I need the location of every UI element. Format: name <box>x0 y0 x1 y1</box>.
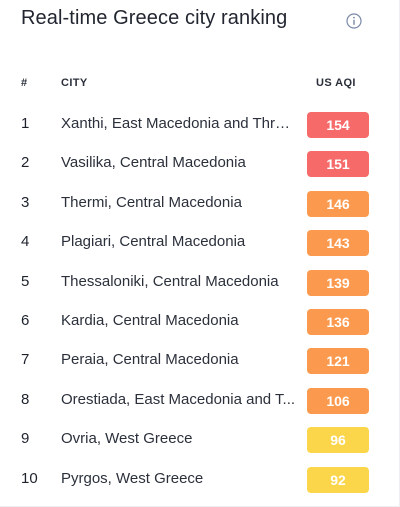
info-icon[interactable] <box>346 13 362 29</box>
table-row[interactable]: 10 Pyrgos, West Greece 92 <box>0 467 400 493</box>
table-row[interactable]: 8 Orestiada, East Macedonia and T... 106 <box>0 388 400 414</box>
aqi-badge: 143 <box>307 230 369 256</box>
city-link[interactable]: Pyrgos, West Greece <box>61 470 204 487</box>
aqi-badge: 139 <box>307 270 369 296</box>
card-title: Real-time Greece city ranking <box>21 7 288 29</box>
city-link[interactable]: Ovria, West Greece <box>61 430 193 447</box>
aqi-badge: 154 <box>307 112 369 138</box>
table-row[interactable]: 3 Thermi, Central Macedonia 146 <box>0 191 400 217</box>
city-link[interactable]: Plagiari, Central Macedonia <box>61 233 246 250</box>
city-link[interactable]: Orestiada, East Macedonia and T... <box>61 391 296 408</box>
city-link[interactable]: Kardia, Central Macedonia <box>61 312 239 329</box>
rank-cell: 5 <box>21 273 30 290</box>
table-row[interactable]: 5 Thessaloniki, Central Macedonia 139 <box>0 270 400 296</box>
aqi-badge: 146 <box>307 191 369 217</box>
rank-cell: 3 <box>21 194 30 211</box>
city-link[interactable]: Xanthi, East Macedonia and Thrace <box>61 115 298 132</box>
rank-cell: 2 <box>21 154 30 171</box>
rank-cell: 10 <box>21 470 38 487</box>
city-link[interactable]: Peraia, Central Macedonia <box>61 351 239 368</box>
aqi-badge: 96 <box>307 427 369 453</box>
city-link[interactable]: Thessaloniki, Central Macedonia <box>61 273 279 290</box>
aqi-badge: 121 <box>307 348 369 374</box>
rank-cell: 6 <box>21 312 30 329</box>
table-row[interactable]: 9 Ovria, West Greece 96 <box>0 427 400 453</box>
rank-cell: 9 <box>21 430 30 447</box>
aqi-badge: 151 <box>307 151 369 177</box>
aqi-badge: 136 <box>307 309 369 335</box>
city-link[interactable]: Thermi, Central Macedonia <box>61 194 242 211</box>
city-link[interactable]: Vasilika, Central Macedonia <box>61 154 246 171</box>
table-row[interactable]: 2 Vasilika, Central Macedonia 151 <box>0 151 400 177</box>
rank-cell: 8 <box>21 391 30 408</box>
rank-cell: 7 <box>21 351 30 368</box>
rank-cell: 1 <box>21 115 30 132</box>
aqi-badge: 92 <box>307 467 369 493</box>
table-row[interactable]: 1 Xanthi, East Macedonia and Thrace 154 <box>0 112 400 138</box>
table-row[interactable]: 6 Kardia, Central Macedonia 136 <box>0 309 400 335</box>
table-row[interactable]: 7 Peraia, Central Macedonia 121 <box>0 348 400 374</box>
rank-cell: 4 <box>21 233 30 250</box>
column-header-city[interactable]: CITY <box>61 77 88 89</box>
column-header-rank: # <box>21 77 28 89</box>
aqi-badge: 106 <box>307 388 369 414</box>
column-header-aqi[interactable]: US AQI <box>316 77 356 89</box>
table-row[interactable]: 4 Plagiari, Central Macedonia 143 <box>0 230 400 256</box>
